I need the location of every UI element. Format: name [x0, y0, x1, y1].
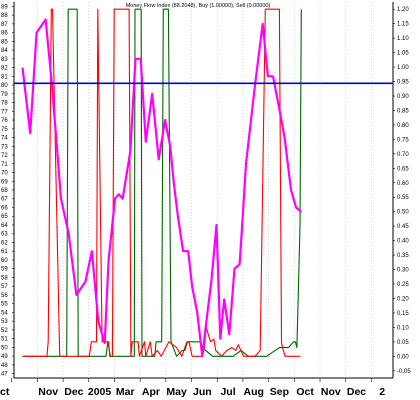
left-tick-label: 77 — [1, 109, 8, 115]
left-tick-label: 66 — [1, 205, 8, 211]
left-axis: 47 48 49 50 51 52 53 54 55 56 57 58 59 60 61 62 63 64 65 66… — [1, 4, 14, 378]
x-axis: ct Nov Dec 2005 Mar Apr May Jun Jul Aug Sep Oct Nov D… — [0, 2, 385, 398]
left-tick-label: 75 — [1, 127, 8, 133]
x-tick-label: Apr — [142, 386, 160, 398]
x-tick-label: Mar — [116, 386, 135, 398]
left-tick-label: 86 — [1, 31, 8, 37]
left-tick-label: 57 — [1, 284, 8, 290]
right-tick-label: 1.05 — [397, 51, 409, 57]
left-tick-label: 89 — [1, 4, 8, 10]
right-tick-label: 0.05 — [397, 340, 409, 346]
right-tick-label: 0.60 — [397, 181, 409, 187]
right-tick-label: -0.05 — [397, 369, 411, 375]
left-tick-label: 48 — [1, 363, 8, 369]
right-tick-label: 0.45 — [397, 224, 409, 230]
right-tick-label: 1.15 — [397, 22, 409, 28]
left-tick-label: 59 — [1, 267, 8, 273]
left-tick-label: 72 — [1, 153, 8, 159]
series-layer — [21, 8, 303, 358]
left-tick-label: 58 — [1, 275, 8, 281]
left-tick-label: 51 — [1, 337, 8, 343]
x-tick-label: Dec — [64, 386, 83, 398]
left-tick-label: 52 — [1, 328, 8, 334]
right-tick-label: 0.40 — [397, 239, 409, 245]
series-line — [22, 8, 302, 357]
left-tick-label: 83 — [1, 57, 8, 63]
left-tick-label: 69 — [1, 179, 8, 185]
right-tick-label: 0.75 — [397, 137, 409, 143]
right-tick-label: 0.00 — [397, 354, 409, 360]
left-tick-label: 74 — [1, 136, 8, 142]
right-tick-label: 0.85 — [397, 108, 409, 114]
left-tick-label: 64 — [1, 223, 8, 229]
left-tick-label: 73 — [1, 144, 8, 150]
right-tick-label: 0.70 — [397, 152, 409, 158]
left-tick-label: 79 — [1, 92, 8, 98]
right-tick-label: 0.90 — [397, 94, 409, 100]
right-tick-label: 1.10 — [397, 36, 409, 42]
right-tick-label: 0.35 — [397, 253, 409, 259]
right-tick-label: 0.25 — [397, 282, 409, 288]
x-tick-label: Jul — [220, 386, 235, 398]
plot-frame — [13, 2, 394, 379]
left-tick-label: 47 — [1, 372, 8, 378]
x-tick-label: 2005 — [88, 386, 112, 398]
x-tick-label: 2 — [379, 386, 385, 398]
left-tick-label: 84 — [1, 48, 8, 54]
left-tick-label: 76 — [1, 118, 8, 124]
x-tick-label: Aug — [244, 386, 264, 398]
left-tick-label: 65 — [1, 214, 8, 220]
x-tick-label: Dec — [347, 386, 366, 398]
left-tick-label: 68 — [1, 188, 8, 194]
right-tick-label: 1.00 — [397, 65, 409, 71]
left-tick-label: 67 — [1, 197, 8, 203]
x-tick-label: Nov — [321, 386, 341, 398]
series-line — [22, 8, 301, 357]
left-tick-label: 70 — [1, 171, 8, 177]
left-tick-label: 50 — [1, 345, 8, 351]
right-tick-label: 0.80 — [397, 123, 409, 129]
left-tick-label: 82 — [1, 66, 8, 72]
left-tick-label: 81 — [1, 74, 8, 80]
left-tick-label: 78 — [1, 101, 8, 107]
x-tick-label: Oct — [296, 386, 314, 398]
left-tick-label: 49 — [1, 354, 8, 360]
left-tick-label: 54 — [1, 310, 8, 316]
right-tick-label: 0.55 — [397, 195, 409, 201]
right-tick-label: 0.20 — [397, 296, 409, 302]
right-tick-label: 1.20 — [397, 7, 409, 13]
x-tick-label: Sep — [270, 386, 289, 398]
left-tick-label: 62 — [1, 240, 8, 246]
right-tick-label: 0.30 — [397, 268, 409, 274]
left-tick-label: 53 — [1, 319, 8, 325]
left-tick-label: 55 — [1, 302, 8, 308]
left-tick-label: 60 — [1, 258, 8, 264]
chart-title: Money Flow Index (88.2048), Buy (1.00000… — [126, 3, 271, 9]
right-tick-label: 0.50 — [397, 210, 409, 216]
right-tick-label: 0.95 — [397, 80, 409, 86]
x-tick-label: Nov — [38, 386, 58, 398]
right-tick-label: 0.15 — [397, 311, 409, 317]
x-tick-label: May — [166, 386, 187, 398]
left-tick-label: 63 — [1, 232, 8, 238]
left-tick-label: 87 — [1, 22, 8, 28]
right-tick-label: 0.65 — [397, 166, 409, 172]
right-axis: -0.05 0.00 0.05 0.10 0.15 0.20 0.25 0.30 0.35 0.4… — [393, 7, 411, 375]
left-tick-label: 80 — [1, 83, 8, 89]
x-tick-label: ct — [0, 386, 10, 398]
left-tick-label: 61 — [1, 249, 8, 255]
left-tick-label: 85 — [1, 39, 8, 45]
x-tick-label: Jun — [193, 386, 212, 398]
left-tick-label: 56 — [1, 293, 8, 299]
right-tick-label: 0.10 — [397, 325, 409, 331]
series-line — [21, 18, 303, 358]
left-tick-label: 88 — [1, 13, 8, 19]
left-tick-label: 71 — [1, 162, 8, 168]
